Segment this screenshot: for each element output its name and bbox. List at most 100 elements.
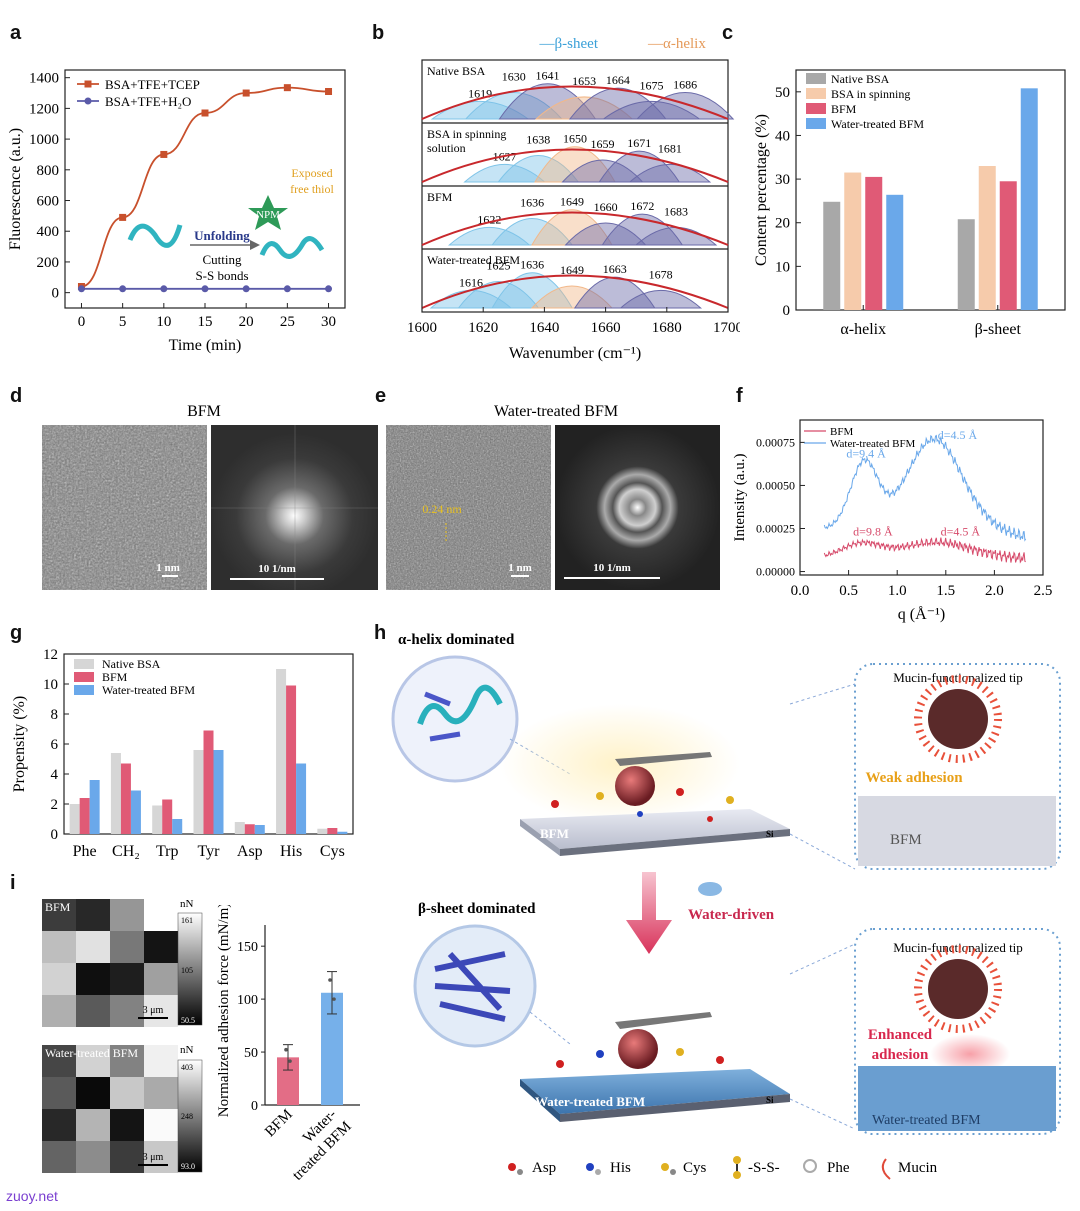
- panel-label-e: e: [375, 385, 387, 407]
- panel-h-schematic: α-helix dominated BFM Si Mucin-functiona…: [391, 632, 1061, 1180]
- a-data-point: [119, 285, 127, 293]
- b-envelope: [421, 148, 729, 183]
- a-data-point: [201, 285, 209, 293]
- b-peak-label: 1653: [572, 74, 596, 88]
- heatmap-cell: [76, 963, 110, 995]
- h-tip-label-1: Mucin-functionalized tip: [893, 670, 1023, 685]
- a-data-point: [242, 89, 250, 97]
- b-legend-beta: —β-sheet: [539, 36, 599, 52]
- g-ytick-label: 2: [51, 797, 59, 813]
- h-cantilever-2: [615, 1012, 712, 1029]
- i-ytick-label: 50: [244, 1046, 258, 1061]
- h-si-label-1: Si: [766, 829, 774, 839]
- heatmap-cell: [42, 1141, 76, 1173]
- b-xtick-label: 1700: [713, 320, 740, 336]
- panel-label-c: c: [722, 22, 734, 44]
- b-peak-label: 1671: [627, 136, 651, 150]
- heatmap-cell: [76, 899, 110, 931]
- b-peak-label: 1664: [606, 73, 630, 87]
- chart-a: 0 5 10 15 20 25 30 0 200 400 600 800 1000 1200 1400 Tim…: [7, 69, 346, 354]
- heatmap-cell: [76, 1109, 110, 1141]
- b-xlabel: Wavenumber (cm⁻¹): [509, 345, 641, 362]
- a-ytick-label: 200: [37, 255, 60, 271]
- g-legend-swatch: [74, 672, 94, 682]
- b-peak-label: 1636: [520, 196, 544, 210]
- a-data-point: [325, 285, 333, 293]
- b-peak-label: 1638: [526, 133, 550, 147]
- b-xtick-label: 1600: [407, 320, 437, 336]
- heatmap-cell: [42, 1077, 76, 1109]
- c-ytick-label: 20: [775, 216, 790, 232]
- e-spacing: 0.24 nm: [422, 502, 462, 516]
- b-component-peak: [498, 83, 597, 120]
- a-xtick-label: 5: [119, 314, 127, 330]
- h-probe-sphere-1: [615, 766, 655, 806]
- a-ytick-label: 400: [37, 224, 60, 240]
- f-ytick-label: 0.00050: [756, 478, 795, 492]
- g-bar: [69, 804, 80, 834]
- b-component-peak: [447, 226, 531, 246]
- panel-label-g: g: [10, 622, 23, 644]
- g-xtick-label: Tyr: [198, 843, 221, 860]
- c-bar: [978, 166, 996, 310]
- a-data-point: [325, 87, 333, 95]
- c-ytick-label: 50: [775, 85, 790, 101]
- b-envelope: [421, 211, 729, 246]
- g-bar: [254, 825, 265, 834]
- f-ytick-label: 0.00025: [756, 522, 795, 536]
- panel-label-b: b: [372, 22, 385, 44]
- d-scale1: 1 nm: [156, 562, 180, 574]
- heatmap-cell: [76, 931, 110, 963]
- b-peak-label: 1683: [664, 204, 688, 218]
- g-bar: [89, 780, 100, 834]
- g-xtick-label: Asp: [237, 843, 263, 860]
- h-legend-asp: Asp: [532, 1160, 556, 1176]
- i-bar: [321, 992, 343, 1105]
- f-series-line: [823, 537, 1026, 564]
- e-scale1: 1 nm: [508, 562, 532, 574]
- g-bar: [327, 828, 338, 834]
- heatmap-cell: [42, 931, 76, 963]
- map2-min: 93.0: [181, 1162, 195, 1171]
- g-bar: [213, 750, 224, 834]
- c-ytick-label: 0: [783, 303, 791, 319]
- f-annot: d=4.5 Å: [941, 524, 981, 538]
- g-bar: [162, 799, 173, 834]
- g-bar: [172, 819, 183, 834]
- map2-title: Water-treated BFM: [45, 1046, 138, 1060]
- b-peak-label: 1616: [459, 275, 483, 289]
- map1-title: BFM: [45, 900, 71, 914]
- a-thiol-label-1: Exposed: [291, 166, 332, 180]
- b-peak-label: 1630: [502, 70, 526, 84]
- a-cutting-label-1: Cutting: [202, 252, 242, 267]
- map1-mid: 105: [181, 966, 193, 975]
- footer-watermark: zuoy.net: [6, 1188, 58, 1204]
- a-thiol-label-2: free thiol: [290, 182, 334, 196]
- h-wbfm-inset-label: Water-treated BFM: [872, 1113, 981, 1128]
- d-scale2: 10 1/nm: [258, 563, 296, 575]
- heatmap-cell: [110, 1141, 144, 1173]
- map1-colorbar: [177, 912, 203, 1026]
- h-weak-adhesion: Weak adhesion: [865, 770, 963, 786]
- g-legend-label: BFM: [102, 670, 128, 684]
- c-ylabel: Content percentage (%): [753, 114, 770, 266]
- f-legend-label: BFM: [830, 426, 853, 438]
- b-peak-label: 1636: [520, 258, 544, 272]
- g-bar: [152, 805, 163, 834]
- b-row-label: Native BSA: [427, 64, 486, 78]
- f-xtick-label: 0.0: [791, 583, 810, 599]
- heatmap-cell: [110, 1077, 144, 1109]
- heatmap-cell: [42, 963, 76, 995]
- heatmap-cell: [144, 1141, 178, 1173]
- a-arrowhead: [250, 240, 260, 250]
- b-peak-label: 1686: [673, 78, 697, 92]
- a-xtick-label: 25: [280, 314, 295, 330]
- g-bar: [130, 790, 141, 834]
- e-scale2: 10 1/nm: [593, 562, 631, 574]
- heatmap-cell: [144, 995, 178, 1027]
- b-peak-label: 1625: [487, 259, 511, 273]
- h-bfm-mat: [520, 809, 790, 849]
- h-legend-phe: Phe: [827, 1160, 850, 1176]
- a-legend-label: BSA+TFE+H₂O: [105, 94, 191, 109]
- b-row-label-2: solution: [427, 141, 466, 155]
